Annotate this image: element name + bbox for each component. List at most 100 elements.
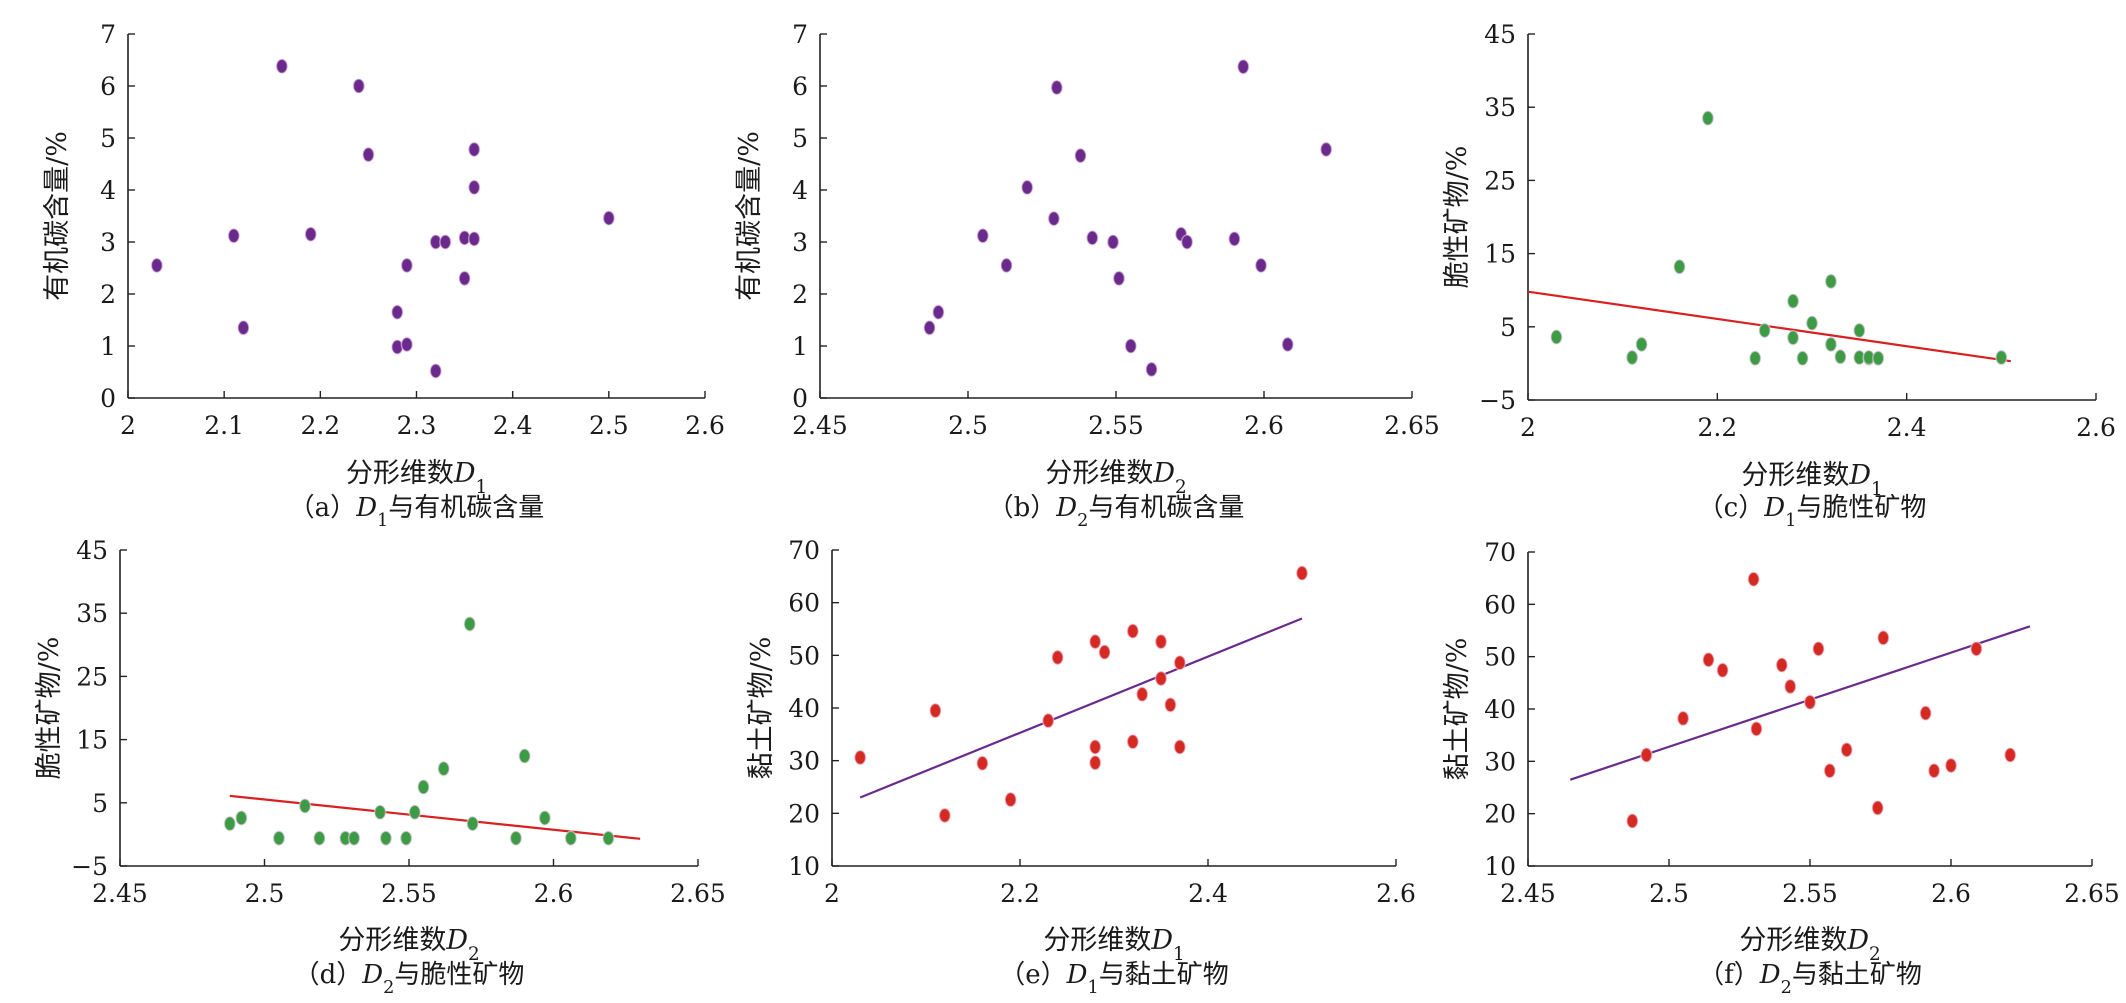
data-point [1020, 179, 1034, 196]
x-tick-label: 2.2 [1697, 413, 1737, 442]
data-point [1124, 338, 1138, 354]
data-point [1758, 322, 1771, 339]
x-axis-label: 分形维数D1 [1043, 925, 1184, 965]
data-point [437, 760, 450, 777]
x-axis-label-part: 1 [1173, 944, 1185, 965]
y-axis-label: 有机碳含量/% [42, 131, 73, 301]
data-point [223, 815, 237, 832]
data-point [1823, 763, 1836, 779]
data-point [1812, 641, 1825, 657]
data-point [1635, 336, 1648, 353]
data-point [1098, 644, 1111, 660]
data-point [1050, 79, 1064, 96]
y-tick-label: 45 [76, 536, 108, 565]
data-point [1824, 273, 1838, 290]
data-point [509, 830, 523, 846]
data-point [467, 141, 481, 158]
data-point [1051, 649, 1064, 666]
data-point [538, 810, 552, 826]
data-point [929, 702, 942, 719]
x-axis-label-part: D [1848, 460, 1871, 491]
x-tick-label: 2.6 [534, 879, 574, 908]
y-tick-label: 20 [788, 799, 820, 828]
data-point [1004, 791, 1017, 808]
y-tick-label: 4 [100, 176, 116, 205]
data-point [313, 830, 326, 846]
panel-caption-part: （b） [988, 493, 1057, 523]
y-tick-label: 25 [1484, 166, 1516, 195]
x-axis-label: 分形维数D2 [1739, 925, 1880, 965]
data-point [1796, 350, 1809, 367]
data-point [1319, 141, 1333, 158]
trend-line [859, 617, 1303, 799]
data-point [1550, 329, 1563, 345]
data-point [1106, 234, 1120, 250]
data-point [429, 363, 442, 379]
y-tick-label: 6 [792, 72, 808, 101]
data-point [272, 830, 286, 846]
data-point [1074, 147, 1087, 164]
data-point [439, 234, 452, 250]
x-axis-label: 分形维数D2 [338, 925, 479, 965]
x-axis-label-part: 分形维数 [1739, 925, 1847, 956]
x-axis-label-part: 1 [475, 477, 487, 498]
panel-caption-part: 与黏土矿物 [1792, 960, 1922, 990]
data-point [1824, 336, 1838, 353]
data-point [1834, 349, 1847, 365]
data-point [1281, 336, 1294, 353]
data-point [1927, 763, 1941, 779]
data-point [1840, 742, 1853, 758]
x-axis-label-part: 分形维数 [1045, 458, 1153, 489]
data-point [1126, 733, 1140, 750]
data-point [1625, 349, 1639, 366]
panel-f: 2.45 2.5 2.55 2.6 2.65 10 20 30 40 50 60 70 黏土矿物/% 分形… [1442, 538, 2120, 998]
data-point [362, 146, 375, 163]
y-tick-label: 2 [100, 280, 116, 309]
data-point [1877, 630, 1890, 646]
x-tick-label: 2.45 [92, 879, 148, 908]
data-point [1626, 813, 1639, 829]
data-point [1088, 755, 1102, 771]
x-tick-label: 2.4 [1188, 879, 1228, 908]
data-point [1970, 641, 1983, 657]
x-tick-label: 2 [824, 879, 840, 908]
data-point [1803, 694, 1817, 710]
y-tick-label: 5 [92, 789, 108, 818]
data-point [1676, 710, 1690, 727]
data-point [1041, 712, 1055, 729]
data-point [458, 270, 471, 287]
x-tick-label: 2.65 [1384, 411, 1440, 440]
y-tick-label: 35 [76, 599, 108, 628]
panel-caption-part: （d） [294, 960, 363, 990]
panel-caption-part: D [1759, 960, 1781, 990]
trend-line [229, 794, 641, 840]
data-point [932, 304, 945, 320]
data-point [1164, 697, 1177, 713]
data-point [1237, 59, 1250, 75]
x-tick-label: 2.6 [685, 411, 725, 440]
data-point [1640, 747, 1653, 763]
data-point [1786, 330, 1800, 346]
x-tick-label: 2.3 [397, 411, 437, 440]
y-tick-label: 20 [1484, 800, 1516, 829]
y-tick-label: 15 [76, 726, 108, 755]
data-point [923, 320, 936, 336]
y-axis-label: 有机碳含量/% [734, 131, 765, 301]
y-tick-label: 5 [100, 124, 116, 153]
x-axis-label-part: 分形维数 [346, 458, 454, 489]
y-tick-label: 10 [788, 852, 820, 881]
panel-caption-part: 与有机碳含量 [1088, 493, 1244, 523]
data-point [304, 226, 317, 242]
data-point [408, 804, 422, 821]
y-tick-label: 35 [1484, 93, 1516, 122]
y-tick-label: 2 [792, 280, 808, 309]
data-point [1154, 670, 1168, 687]
panel-caption-part: D [1763, 493, 1785, 523]
panel-e: 2 2.2 2.4 2.610203040506070黏土矿物/%分形维数D1（e）D… [746, 536, 1416, 998]
x-tick-label: 2.2 [300, 411, 340, 440]
x-axis-label-part: 2 [468, 944, 480, 965]
data-point [1088, 739, 1102, 755]
data-point [976, 755, 989, 772]
y-tick-label: 40 [788, 694, 820, 723]
